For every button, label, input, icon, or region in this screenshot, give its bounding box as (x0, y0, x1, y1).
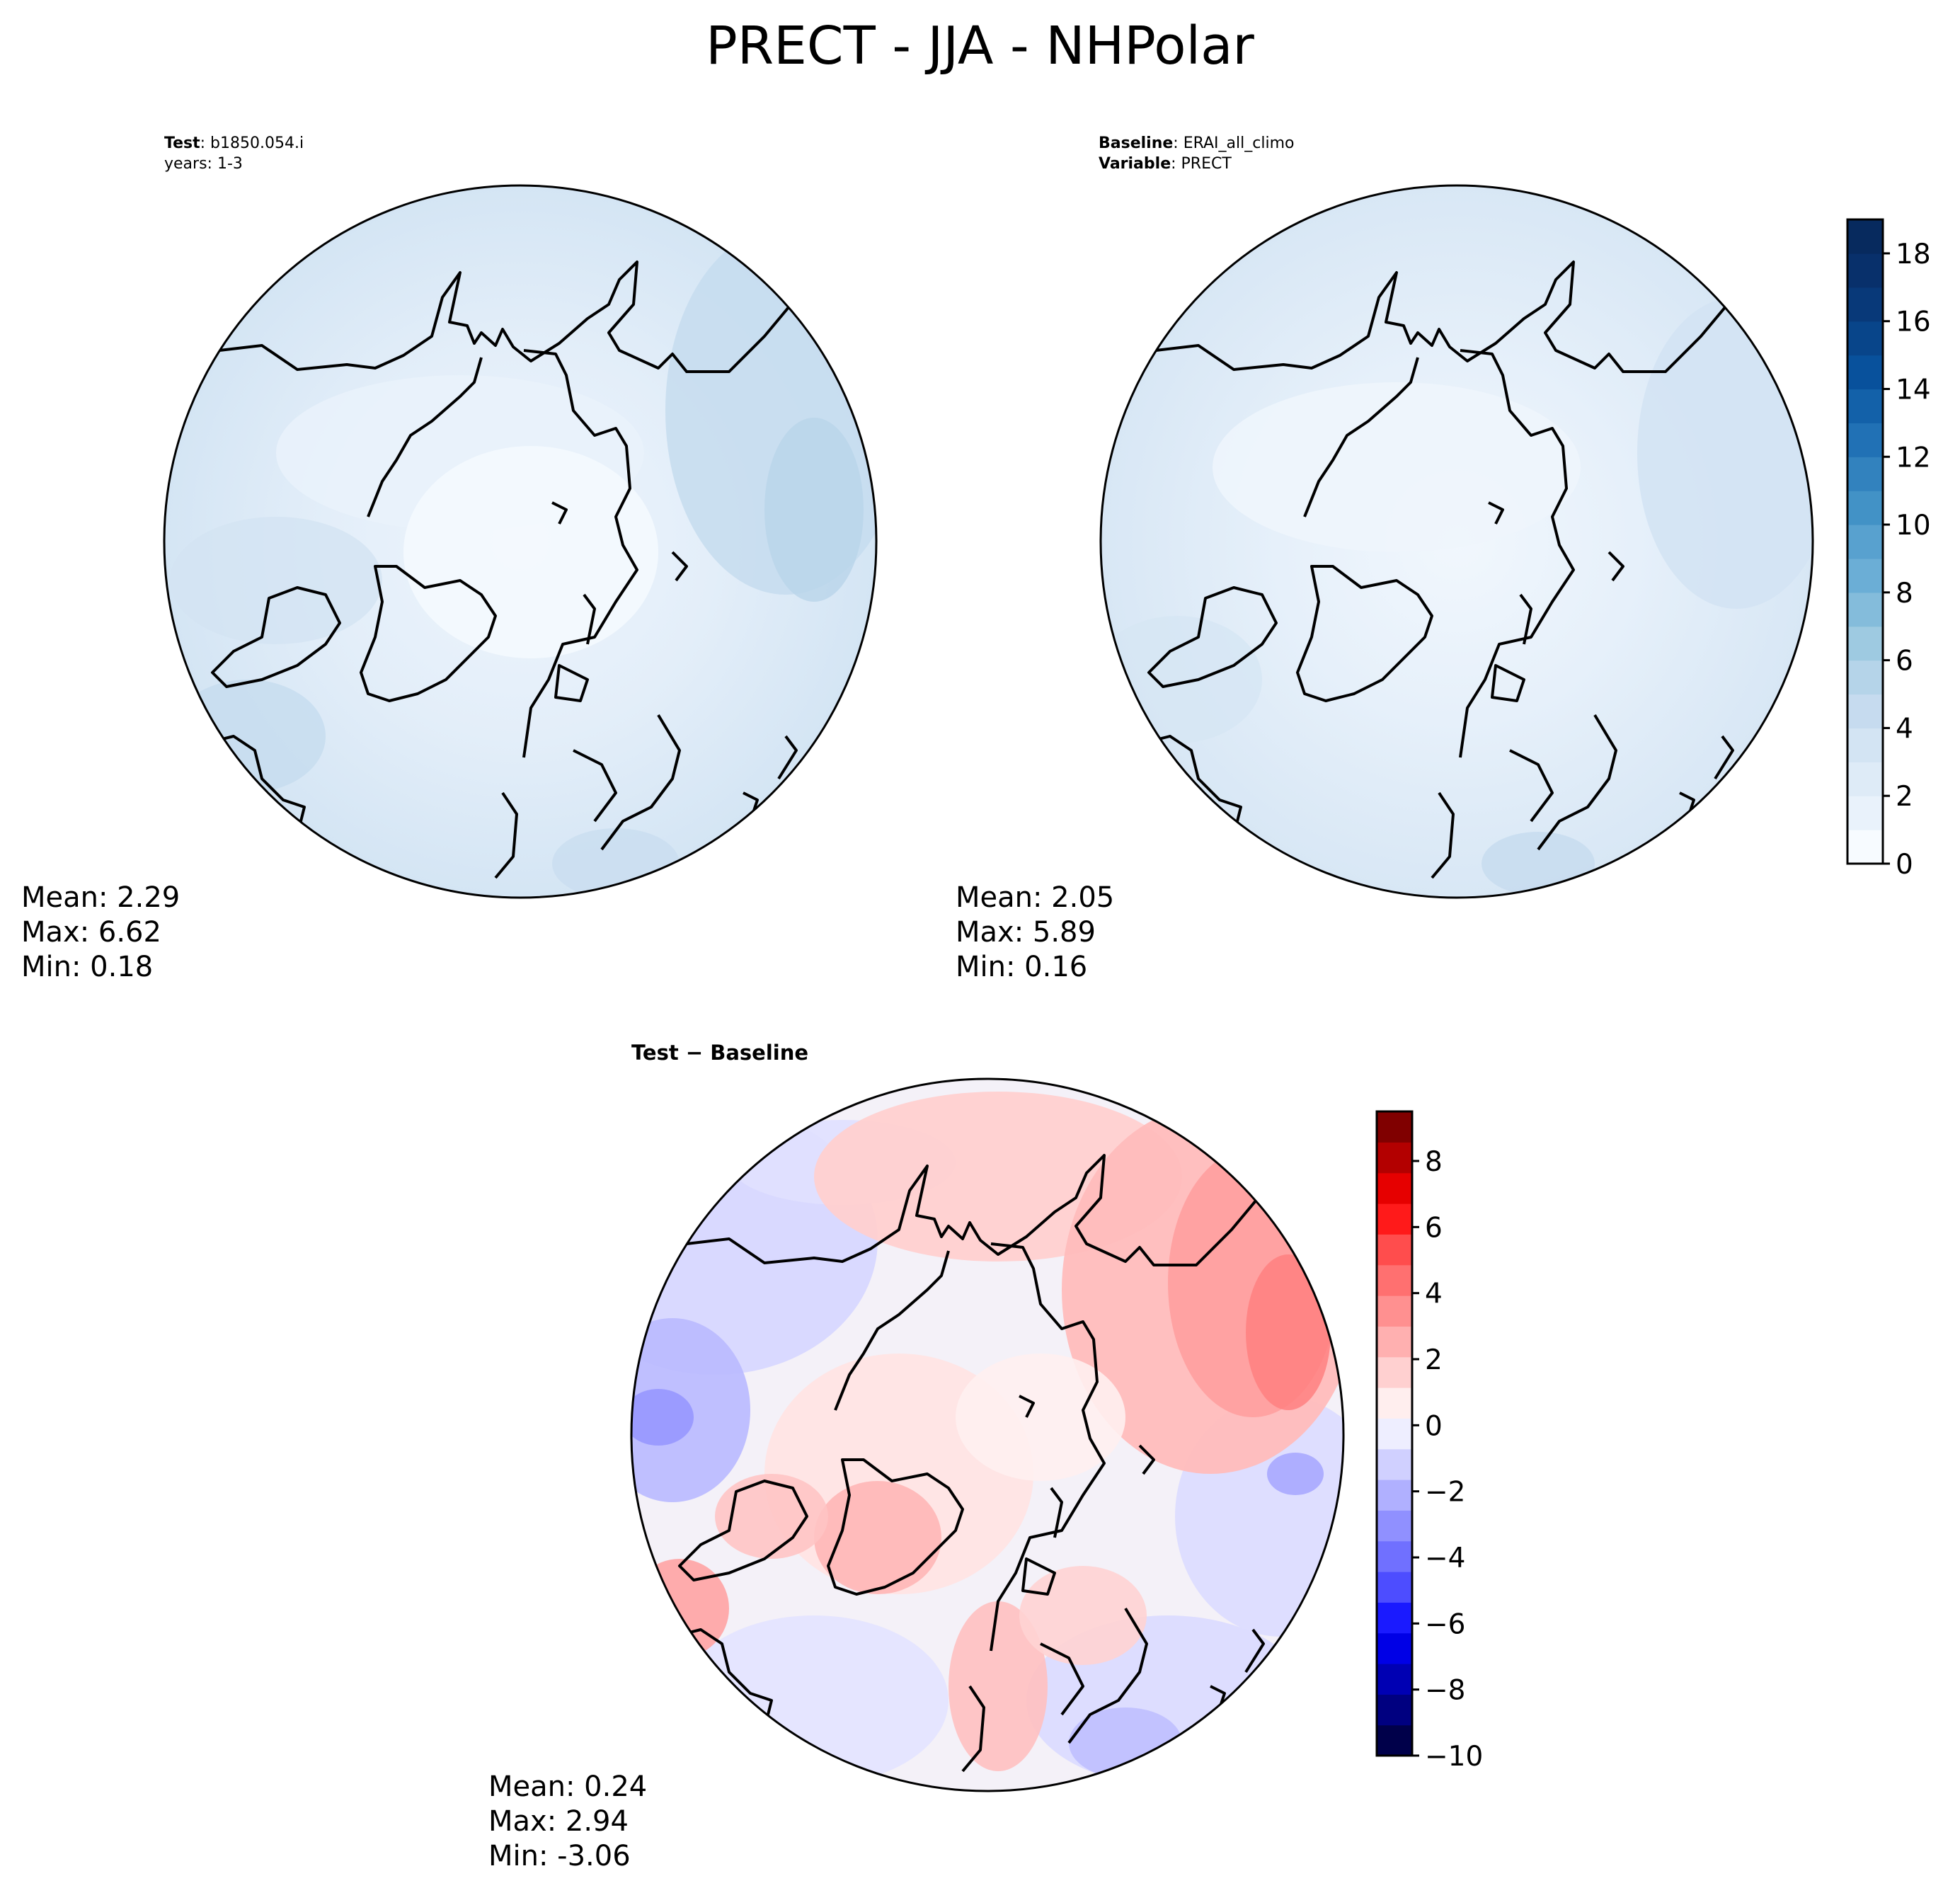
colorbar-segment (1847, 558, 1883, 593)
colorbar-segment (1377, 1295, 1412, 1327)
colorbar-segment (1377, 1602, 1412, 1634)
colorbar-tick-label: 14 (1896, 374, 1931, 406)
colorbar-tick-label: 10 (1896, 510, 1931, 542)
colorbar-segment (1377, 1724, 1412, 1756)
baseline-variable-key: Variable (1099, 155, 1171, 173)
colorbar-tick-label: 0 (1896, 849, 1913, 881)
colorbar-tick-label: 16 (1896, 307, 1931, 338)
baseline-meta: Baseline: ERAI_all_climo Variable: PRECT (1099, 135, 1295, 173)
colorbar-segment (1377, 1111, 1412, 1143)
colorbar-blues: 0 2 4 6 8 10 12 14 16 18 (1846, 218, 1931, 881)
colorbar-segment (1377, 1388, 1412, 1419)
colorbar-segment (1377, 1203, 1412, 1235)
colorbar-segment (1847, 626, 1883, 661)
colorbar-segment (1377, 1632, 1412, 1664)
colorbar-frame (1375, 1110, 1414, 1757)
colorbar-frame (1846, 218, 1884, 865)
diff-title: Test − Baseline (631, 1041, 809, 1065)
colorbar-tick-label: −6 (1425, 1608, 1466, 1640)
baseline-stats: Mean: 2.05 Max: 5.89 Min: 0.16 (956, 881, 1114, 985)
colorbar-bwr: −10 −8 −6 −4 −2 0 2 4 6 8 (1375, 1110, 1483, 1773)
figure-title: PRECT - JJA - NHPolar (706, 16, 1254, 76)
colorbar-segment (1847, 321, 1883, 356)
colorbar-segment (1847, 457, 1883, 491)
colorbar-segment (1847, 423, 1883, 457)
colorbar-segment (1847, 287, 1883, 322)
colorbar-segment (1377, 1664, 1412, 1695)
colorbar-tick-label: 4 (1896, 713, 1913, 745)
colorbar-tick-label: 8 (1896, 578, 1913, 610)
colorbar-segment (1847, 491, 1883, 525)
diff-min: Min: -3.06 (488, 1840, 631, 1872)
colorbar-segment (1377, 1142, 1412, 1174)
colorbar-segment (1847, 253, 1883, 288)
colorbar-segment (1847, 355, 1883, 390)
test-label-key: Test (164, 135, 200, 152)
colorbar-segment (1377, 1234, 1412, 1266)
colorbar-segment (1847, 389, 1883, 423)
colorbar-segment (1847, 830, 1883, 864)
colorbar-tick-label: −4 (1425, 1543, 1466, 1574)
diff-map (630, 1077, 1345, 1792)
colorbar-segment (1847, 660, 1883, 695)
colorbar-tick-label: 4 (1425, 1278, 1443, 1310)
baseline-map (1099, 184, 1814, 899)
colorbar-segment (1847, 694, 1883, 729)
colorbar-tick-label: 6 (1425, 1212, 1443, 1244)
test-max: Max: 6.62 (21, 916, 161, 949)
colorbar-segment (1377, 1418, 1412, 1450)
baseline-max: Max: 5.89 (956, 916, 1096, 949)
baseline-label-value: ERAI_all_climo (1183, 135, 1295, 152)
diff-mean: Mean: 0.24 (488, 1770, 648, 1803)
colorbar-tick-label: −2 (1425, 1477, 1466, 1509)
test-years: years: 1-3 (164, 155, 243, 173)
colorbar-segment (1377, 1510, 1412, 1542)
baseline-variable-value: PRECT (1181, 155, 1232, 173)
colorbar-tick-label: 2 (1896, 781, 1913, 813)
colorbar-segment (1847, 762, 1883, 796)
baseline-label-key: Baseline (1099, 135, 1174, 152)
test-stats: Mean: 2.29 Max: 6.62 Min: 0.18 (21, 881, 180, 985)
colorbar-segment (1377, 1448, 1412, 1480)
colorbar-segment (1377, 1172, 1412, 1204)
colorbar-segment (1847, 728, 1883, 762)
colorbar-tick-label: 0 (1425, 1410, 1443, 1442)
colorbar-segment (1377, 1480, 1412, 1511)
test-mean: Mean: 2.29 (21, 881, 180, 914)
colorbar-segment (1847, 796, 1883, 830)
colorbar-tick-label: −8 (1425, 1675, 1466, 1707)
test-min: Min: 0.18 (21, 951, 154, 983)
colorbar-segment (1377, 1694, 1412, 1726)
diff-stats: Mean: 0.24 Max: 2.94 Min: -3.06 (488, 1770, 647, 1874)
colorbar-segment (1847, 525, 1883, 559)
colorbar-segment (1377, 1572, 1412, 1603)
colorbar-segment (1377, 1326, 1412, 1358)
test-map (163, 184, 878, 899)
colorbar-tick-label: 6 (1896, 646, 1913, 677)
baseline-min: Min: 0.16 (956, 951, 1088, 983)
colorbar-tick-label: 8 (1425, 1146, 1443, 1178)
colorbar-segment (1377, 1264, 1412, 1296)
colorbar-tick-label: 2 (1425, 1344, 1443, 1376)
colorbar-tick-label: 18 (1896, 239, 1931, 270)
baseline-mean: Mean: 2.05 (956, 881, 1115, 914)
colorbar-segment (1847, 219, 1883, 254)
colorbar-tick-label: 12 (1896, 442, 1931, 474)
colorbar-tick-label: −10 (1425, 1741, 1483, 1773)
colorbar-segment (1377, 1356, 1412, 1388)
colorbar-segment (1377, 1540, 1412, 1572)
colorbar-segment (1847, 592, 1883, 627)
test-label-value: b1850.054.i (210, 135, 304, 152)
test-meta: Test: b1850.054.i years: 1-3 (164, 135, 304, 173)
diff-max: Max: 2.94 (488, 1805, 629, 1838)
